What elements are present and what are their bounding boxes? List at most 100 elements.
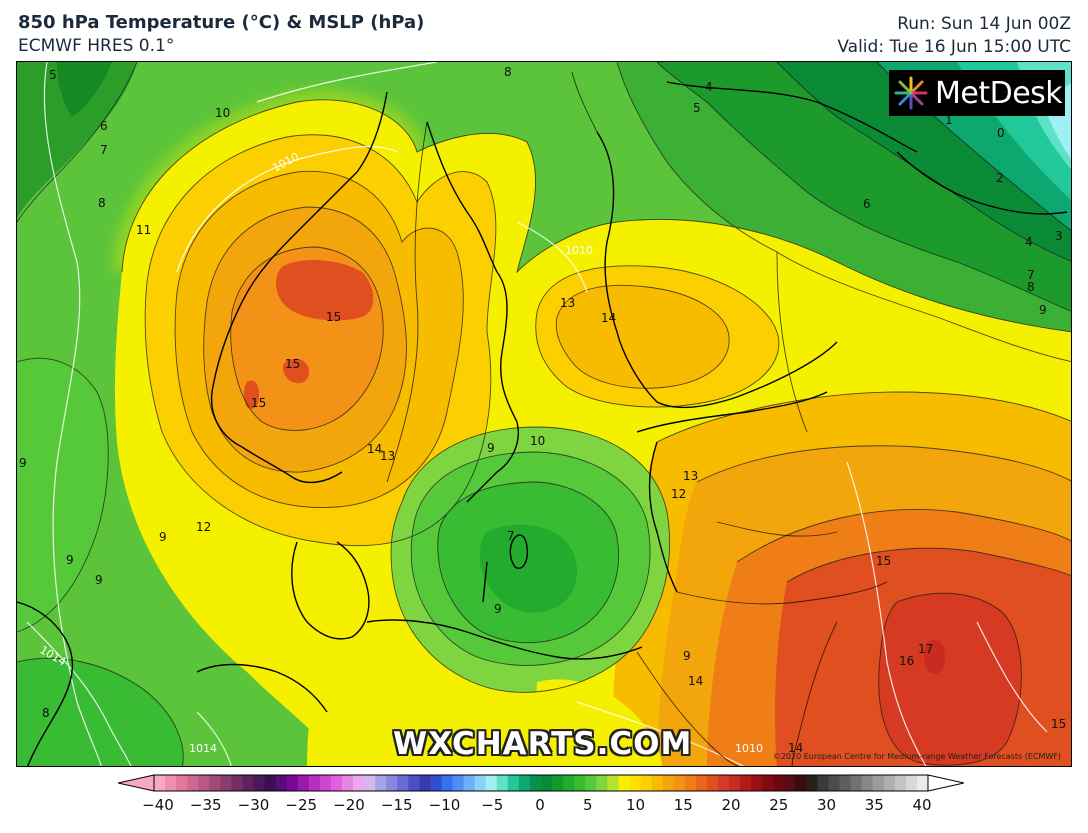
colorbar-swatch: [341, 775, 354, 791]
temp-label: 4: [1025, 235, 1033, 249]
colorbar-swatch: [176, 775, 188, 791]
colorbar-swatch: [596, 775, 608, 791]
colorbar-swatch: [430, 775, 442, 791]
temp-label: 9: [487, 441, 495, 455]
colorbar-swatch: [828, 775, 841, 791]
colorbar-right-arrow: [927, 774, 964, 792]
temp-label: 9: [159, 530, 167, 544]
colorbar-swatch: [518, 775, 531, 791]
colorbar-swatch: [165, 775, 177, 791]
temp-label: 7: [1027, 268, 1035, 282]
temp-label: 7: [100, 143, 108, 157]
temp-label: 5: [49, 68, 57, 82]
temp-label: 14: [601, 311, 616, 325]
colorbar-tick-label: −35: [189, 796, 222, 814]
temperature-field: [17, 62, 1071, 766]
colorbar-swatch: [330, 775, 343, 791]
coastlines: [17, 81, 1068, 766]
colorbar-swatch: [253, 775, 266, 791]
colorbar: [118, 774, 964, 792]
temp-label: 8: [98, 196, 106, 210]
colorbar-tick-label: −10: [428, 796, 461, 814]
colorbar-swatch: [286, 775, 299, 791]
colorbar-swatch: [353, 775, 365, 791]
colorbar-left-arrow: [118, 774, 155, 792]
colorbar-swatch: [784, 775, 796, 791]
watermark: WXCHARTS.COM: [393, 726, 693, 762]
colorbar-swatch: [894, 775, 907, 791]
temp-label: 14: [367, 442, 382, 456]
metdesk-logo-icon: [894, 76, 928, 110]
colorbar-swatch: [529, 775, 542, 791]
temp-label: 15: [251, 396, 266, 410]
temp-label: 15: [1051, 717, 1066, 731]
temp-label: 14: [688, 674, 703, 688]
colorbar-swatch: [762, 775, 774, 791]
temp-label: 13: [683, 469, 698, 483]
colorbar-swatch: [728, 775, 741, 791]
colorbar-tick-label: −20: [333, 796, 365, 814]
temp-label: 9: [95, 573, 103, 587]
borders: [386, 71, 888, 766]
isobars: [26, 62, 1048, 766]
colorbar-swatch: [740, 775, 752, 791]
colorbar-swatch: [916, 775, 929, 791]
colorbar-swatch: [607, 775, 619, 791]
valid-time: Valid: Tue 16 Jun 15:00 UTC: [837, 37, 1071, 57]
pressure-label: 1010: [735, 742, 763, 755]
colorbar-swatch: [618, 775, 630, 791]
colorbar-tick-label: 25: [769, 796, 789, 814]
colorbar-tick-label: 5: [582, 796, 593, 814]
colorbar-swatch: [485, 775, 498, 791]
colorbar-swatch: [297, 775, 310, 791]
logo-text: MetDesk: [935, 75, 1063, 111]
temp-label: 9: [1039, 303, 1047, 317]
colorbar-swatch: [773, 775, 785, 791]
colorbar-tick-label: −5: [481, 796, 504, 814]
colorbar-tick-label: 20: [721, 796, 741, 814]
colorbar-swatch: [452, 775, 465, 791]
temp-label: 12: [671, 487, 686, 501]
temp-label: 12: [196, 520, 211, 534]
temp-label: 6: [863, 197, 871, 211]
colorbar-tick-label: −40: [142, 796, 174, 814]
colorbar-swatch: [375, 775, 387, 791]
temp-label: 1: [945, 113, 953, 127]
temp-label: 9: [66, 553, 74, 567]
colorbar-ticks: −40 −35 −30 −25 −20 −15 −10 −5 0 5 10 15 20 25 30 35 40: [0, 796, 1088, 818]
colorbar-swatch: [541, 775, 553, 791]
colorbar-swatch: [585, 775, 597, 791]
colorbar-swatch: [717, 775, 730, 791]
colorbar-swatch: [187, 775, 199, 791]
temp-label: 0: [997, 126, 1005, 140]
temp-label: 7: [507, 529, 515, 543]
colorbar-swatch: [872, 775, 885, 791]
colorbar-swatch: [552, 775, 564, 791]
colorbar-swatch: [441, 775, 454, 791]
temp-label: 2: [996, 171, 1004, 185]
temp-label: 15: [326, 310, 341, 324]
colorbar-swatch: [209, 775, 221, 791]
colorbar-tick-label: −25: [285, 796, 318, 814]
temp-label: 6: [100, 119, 108, 133]
colorbar-swatch: [463, 775, 476, 791]
colorbar-tick-label: −15: [380, 796, 413, 814]
colorbar-swatch: [640, 775, 653, 791]
colorbar-swatch: [795, 775, 807, 791]
model-name: ECMWF HRES 0.1°: [18, 36, 175, 56]
colorbar-swatch: [629, 775, 642, 791]
run-time: Run: Sun 14 Jun 00Z: [897, 14, 1071, 34]
colorbar-swatch: [861, 775, 874, 791]
credit-text: ©2020 European Centre for Medium-range W…: [772, 752, 1061, 761]
colorbar-swatch: [220, 775, 232, 791]
chart-title: 850 hPa Temperature (°C) & MSLP (hPa): [18, 12, 425, 33]
temp-label: 5: [693, 101, 701, 115]
temp-label: 8: [1027, 280, 1035, 294]
colorbar-tick-label: 15: [673, 796, 693, 814]
colorbar-swatch: [574, 775, 586, 791]
colorbar-swatch: [364, 775, 376, 791]
temp-label: 11: [136, 223, 151, 237]
colorbar-swatch: [308, 775, 321, 791]
weather-map[interactable]: 5 10 6 7 8 11 8 4 5 1 0 2 6 4 3 7 8 9 13…: [16, 61, 1072, 767]
temp-label: 3: [1055, 229, 1063, 243]
